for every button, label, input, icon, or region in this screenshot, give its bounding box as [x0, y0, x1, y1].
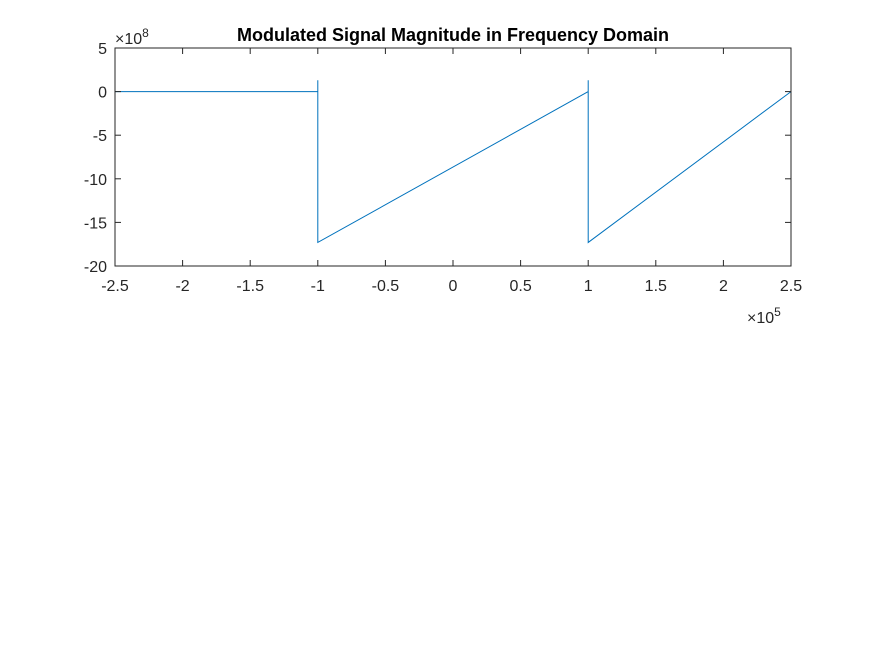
y-tick-label: -15 [84, 215, 107, 232]
y-tick-label: 0 [98, 85, 107, 102]
x-tick-label: 0.5 [509, 278, 531, 295]
y-tick-label: -10 [84, 172, 107, 189]
x-tick-label: -1.5 [236, 278, 264, 295]
x-tick-label: 1 [584, 278, 593, 295]
y-axis: 5 0 -5 -10 -15 -20 [84, 41, 791, 276]
plot-area [115, 48, 791, 266]
x-tick-label: -0.5 [372, 278, 400, 295]
y-exponent-base: ×10 [115, 31, 142, 48]
x-tick-label: 0 [449, 278, 458, 295]
x-tick-label: 1.5 [645, 278, 667, 295]
y-tick-label: -5 [93, 128, 107, 145]
x-axis-exponent: ×105 [747, 305, 781, 327]
y-tick-label: -20 [84, 259, 107, 276]
y-exponent-power: 8 [142, 26, 149, 40]
x-tick-label: -1 [311, 278, 325, 295]
chart-title: Modulated Signal Magnitude in Frequency … [237, 25, 669, 45]
series-line-0 [115, 80, 792, 244]
x-tick-label: 2 [719, 278, 728, 295]
series-layer [115, 80, 792, 244]
x-exponent-power: 5 [774, 305, 781, 319]
y-axis-exponent: ×108 [115, 26, 149, 48]
y-tick-label: 5 [98, 41, 107, 58]
x-tick-label: -2 [175, 278, 189, 295]
x-axis: -2.5 -2 -1.5 -1 -0.5 0 0.5 1 1.5 2 2.5 [101, 48, 802, 295]
x-tick-label: -2.5 [101, 278, 129, 295]
x-tick-label: 2.5 [780, 278, 802, 295]
x-exponent-base: ×10 [747, 310, 774, 327]
